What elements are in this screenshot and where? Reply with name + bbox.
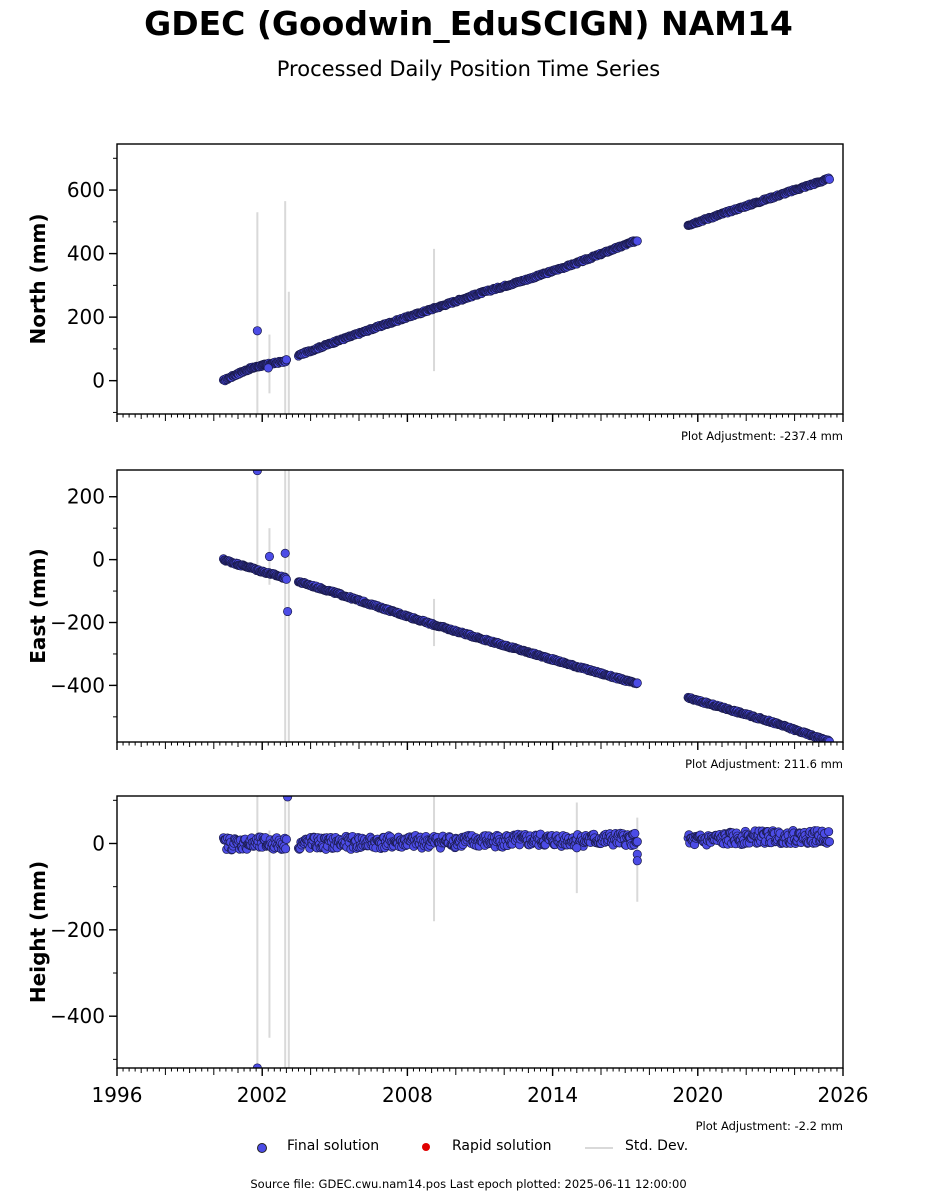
y-tick-label: 200 (67, 485, 105, 509)
outlier-point (632, 856, 642, 866)
chart-title: GDEC (Goodwin_EduSCIGN) NAM14 (144, 4, 793, 43)
plot-adjustment: Plot Adjustment: 211.6 mm (685, 757, 843, 771)
x-tick-label: 2014 (527, 1083, 578, 1107)
y-tick-label: 0 (92, 831, 105, 855)
plot-frame (116, 143, 844, 415)
final-solution-marker (257, 1143, 267, 1153)
data-point (824, 827, 834, 837)
outlier-point (264, 551, 275, 562)
data-point (824, 837, 834, 847)
plot-adjustment: Plot Adjustment: -237.4 mm (681, 429, 843, 443)
data-point (632, 837, 642, 847)
data-point (281, 574, 291, 584)
legend-rapid-label: Rapid solution (452, 1138, 552, 1154)
y-tick-label: −200 (50, 611, 105, 635)
chart-subtitle: Processed Daily Position Time Series (276, 57, 661, 81)
outlier-point (252, 326, 262, 336)
data-point (281, 834, 291, 844)
y-tick-label: 200 (67, 305, 105, 329)
y-tick-label: −400 (50, 673, 105, 697)
x-tick-label: 2026 (818, 1083, 869, 1107)
data-point (824, 174, 834, 184)
x-tick-label: 2020 (672, 1083, 723, 1107)
outlier-point (280, 548, 290, 558)
outlier-point (283, 606, 293, 617)
y-tick-label: −400 (50, 1004, 105, 1028)
y-axis-label: North (mm) (26, 213, 50, 344)
legend-std-label: Std. Dev. (625, 1138, 689, 1154)
data-point (630, 828, 640, 838)
std-dev-marker (585, 1147, 613, 1149)
y-tick-label: 600 (67, 178, 105, 202)
outlier-point (283, 796, 293, 802)
y-tick-label: −200 (50, 918, 105, 942)
outlier-point (281, 355, 291, 365)
source-footer: Source file: GDEC.cwu.nam14.pos Last epo… (250, 1177, 687, 1191)
outlier-point (263, 363, 273, 373)
data-point (281, 844, 291, 854)
x-tick-label: 1996 (92, 1083, 143, 1107)
data-point (632, 678, 642, 688)
outlier-point (572, 843, 582, 853)
y-tick-label: 0 (92, 548, 105, 572)
y-tick-label: 0 (92, 369, 105, 393)
plot-frame (116, 469, 844, 743)
legend-final-label: Final solution (287, 1138, 380, 1154)
legend: Final solution Rapid solution Std. Dev. (0, 1138, 937, 1158)
rapid-solution-marker (422, 1143, 430, 1151)
x-tick-label: 2008 (382, 1083, 433, 1107)
data-point (632, 236, 642, 246)
y-tick-label: 400 (67, 242, 105, 266)
x-tick-label: 2002 (237, 1083, 288, 1107)
plot-adjustment: Plot Adjustment: -2.2 mm (696, 1119, 843, 1133)
y-axis-label: Height (mm) (26, 861, 50, 1003)
y-axis-label: East (mm) (26, 548, 50, 664)
